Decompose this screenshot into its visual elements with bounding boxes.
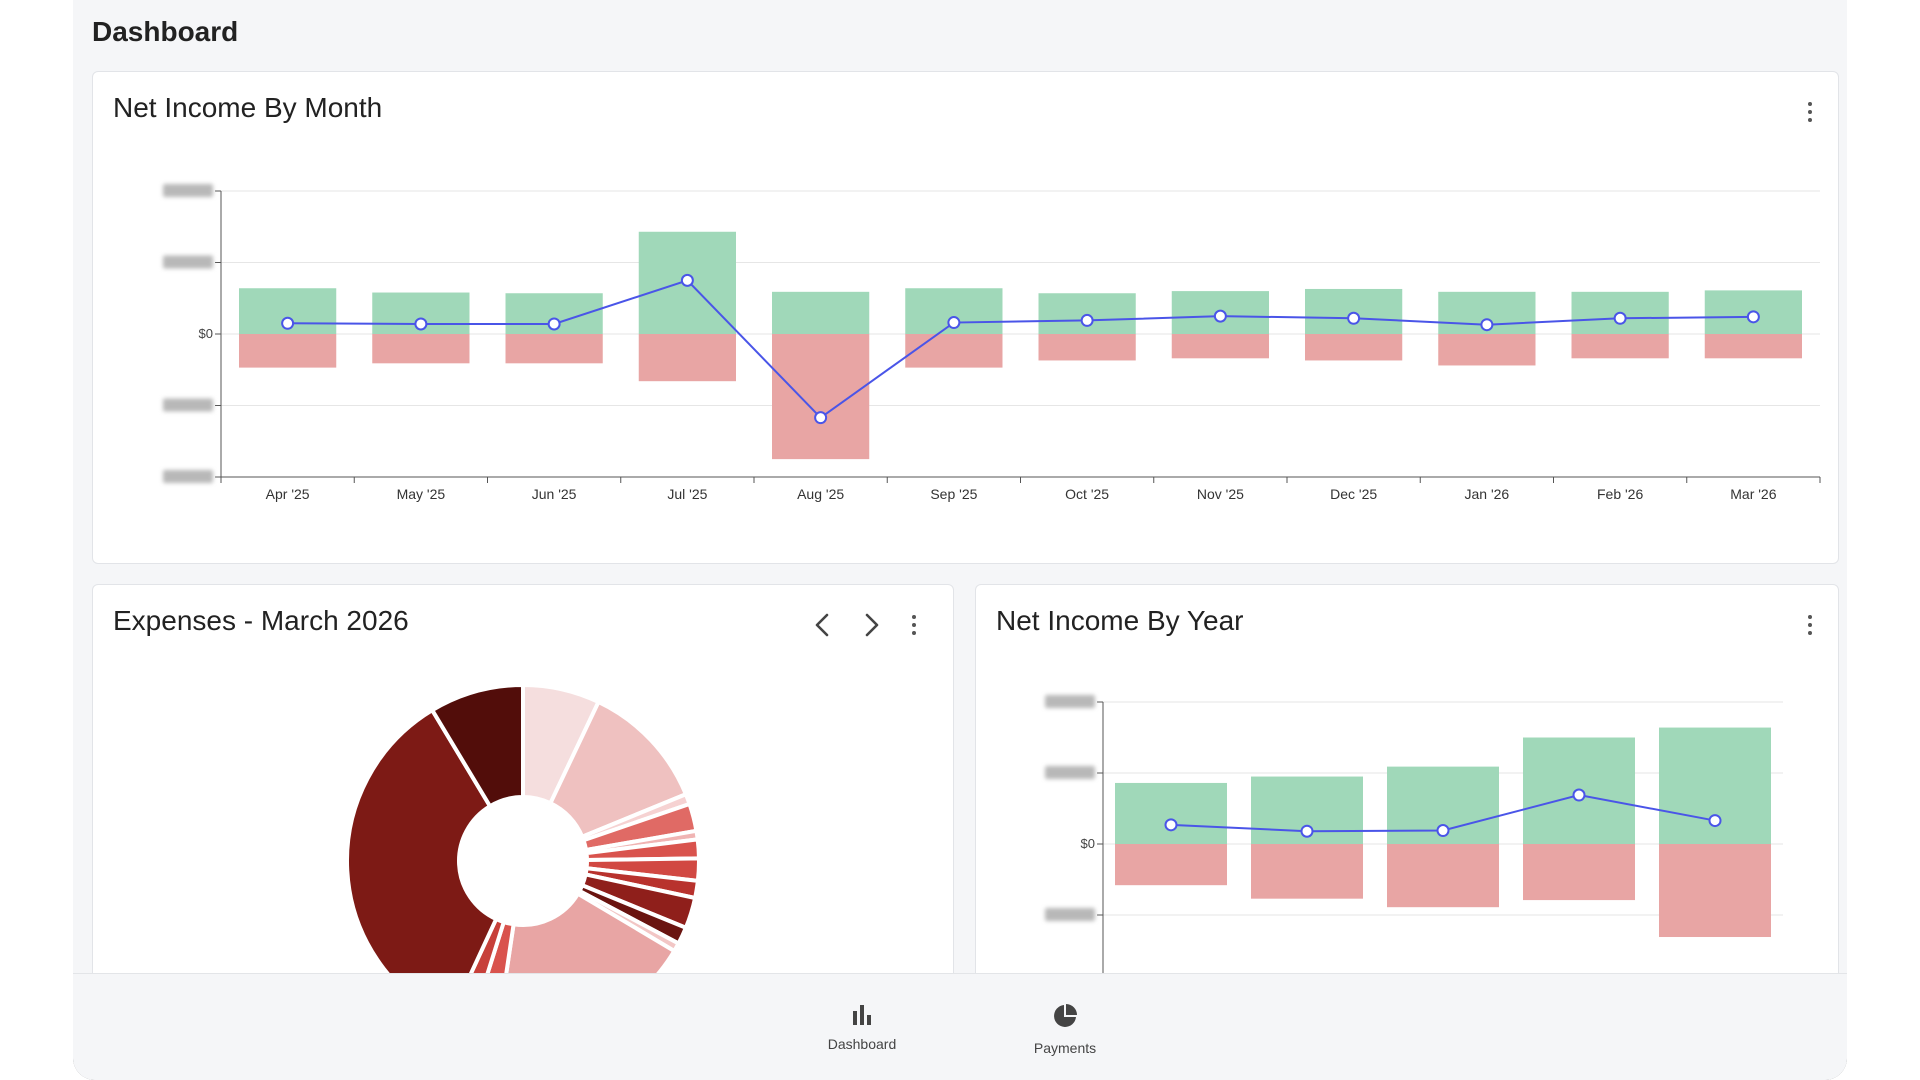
income-bar [1038,293,1136,334]
net-income-point [1300,824,1314,838]
net-income-point [1164,818,1178,832]
net-income-point [814,411,828,425]
y-tick-label-obscured [163,470,213,483]
expenses-card: Expenses - March 2026 [92,584,954,1004]
yearly-card-title: Net Income By Year [996,605,1244,636]
bottom-navigation: Dashboard Payments [73,973,1847,1080]
y-tick-label-obscured [1045,695,1095,708]
x-tick-label: Aug '25 [797,486,844,502]
y-tick-label-obscured [163,184,213,197]
expense-bar [1659,844,1771,938]
net-income-line [287,279,1754,419]
expense-bar [1171,334,1269,359]
more-vert-icon[interactable] [1800,95,1820,129]
y-tick-label-obscured [163,255,213,269]
x-tick-label: Jul '25 [667,486,707,502]
expense-slice [345,708,499,1003]
expense-bar [905,334,1003,368]
net-income-point [1480,318,1494,332]
income-bar [1115,782,1227,844]
net-income-point [947,316,961,330]
expense-bar [1438,334,1536,366]
expense-bar [1704,334,1802,359]
expense-bar [1387,844,1499,908]
net-income-point [1080,313,1094,327]
more-vert-icon[interactable] [1800,608,1820,642]
tab-dashboard-label: Dashboard [827,1036,897,1052]
net-income-point [414,317,428,331]
net-income-point [1213,309,1227,323]
net-income-point [1746,310,1760,324]
income-bar [772,291,870,334]
monthly-income-chart: $0 Apr '25 May '25 Jun '25 Jul '25 Aug '25 Sep… [163,184,1821,502]
app-screen: Dashboard Net Income By Month $0 Apr '25 M… [73,0,1847,1080]
expense-bar [505,334,603,364]
expense-bar [1305,334,1403,361]
y-tick-label-obscured [1045,766,1095,779]
pie-chart-icon [1054,1004,1077,1027]
yearly-income-card: Net Income By Year $0 [975,584,1839,1004]
expense-bar [638,334,736,382]
x-tick-label: Feb '26 [1597,486,1643,502]
monthly-income-card: Net Income By Month $0 Apr '25 May '25 Jun … [92,71,1839,564]
expense-bar [772,334,870,460]
net-income-point [281,316,295,330]
expense-bar [1038,334,1136,361]
expense-bar [1523,844,1635,901]
net-income-point [547,317,561,331]
x-tick-label: Oct '25 [1065,486,1109,502]
expense-bar [1251,844,1363,899]
bar-chart-icon [853,1005,871,1025]
monthly-card-title: Net Income By Month [113,92,383,123]
x-tick-label: Mar '26 [1730,486,1776,502]
net-income-point [1347,311,1361,325]
x-tick-label: Jan '26 [1465,486,1510,502]
x-tick-label: Dec '25 [1330,486,1377,502]
income-bar [1305,288,1403,334]
x-tick-label: Jun '25 [532,486,577,502]
x-tick-label: Sep '25 [930,486,977,502]
net-income-point [1708,814,1722,828]
net-income-point [1572,788,1586,802]
x-tick-label: Apr '25 [266,486,310,502]
expense-bar [1571,334,1669,359]
page-title: Dashboard [92,16,239,47]
more-vert-icon[interactable] [904,608,924,642]
expenses-card-title: Expenses - March 2026 [113,605,409,636]
chevron-left-icon[interactable] [807,607,839,643]
expense-bar [239,334,337,368]
expense-slice [430,683,525,809]
chevron-right-icon[interactable] [855,607,887,643]
net-income-point [1436,824,1450,838]
y-tick-label: $0 [199,326,213,341]
expense-bar [372,334,470,364]
y-tick-label: $0 [1081,836,1095,851]
tab-payments[interactable]: Payments [1005,1003,1125,1056]
y-tick-label-obscured [1045,908,1095,921]
tab-dashboard[interactable]: Dashboard [802,1003,922,1052]
net-income-point [1613,311,1627,325]
expense-bar [1115,844,1227,886]
x-tick-label: May '25 [397,486,446,502]
expenses-donut-chart [345,683,701,1003]
donut-group [345,683,701,1003]
yearly-income-chart: $0 [1045,695,1783,1003]
tab-payments-label: Payments [1033,1040,1097,1056]
y-tick-label-obscured [163,398,213,412]
x-tick-label: Nov '25 [1197,486,1244,502]
net-income-point [680,273,694,287]
